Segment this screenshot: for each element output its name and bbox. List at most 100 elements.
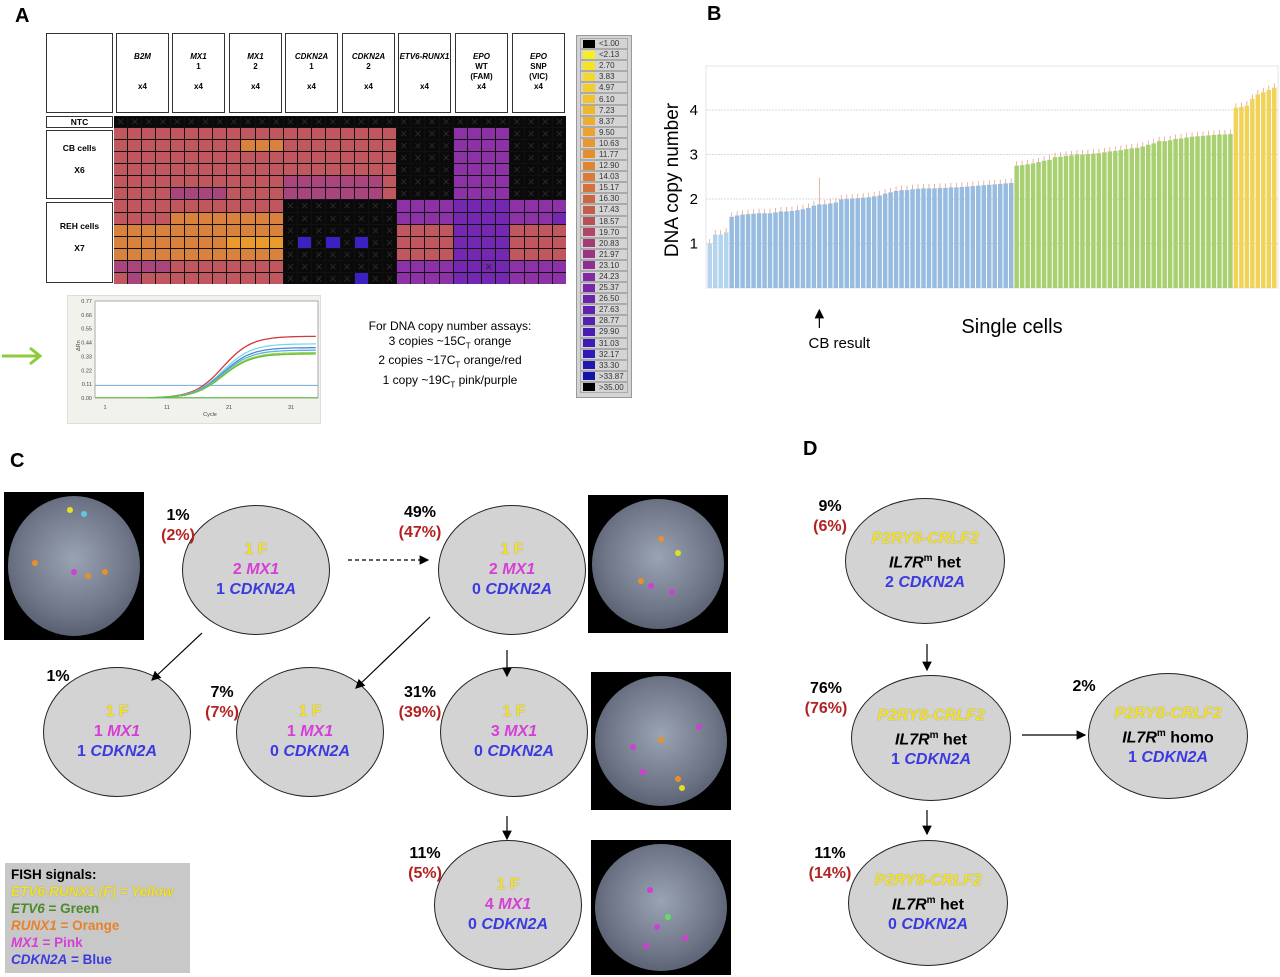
- heatmap-cell: [552, 260, 566, 272]
- heatmap-cell: [198, 212, 213, 224]
- heatmap-cell: [128, 152, 142, 164]
- heatmap-cell: [326, 128, 340, 140]
- percentage: 7% (7%): [192, 683, 252, 723]
- legend-swatch: [583, 217, 595, 226]
- heatmap-cell: [425, 212, 439, 224]
- heatmap-cell: [482, 176, 496, 188]
- heatmap-cell: [496, 236, 510, 248]
- cell-genotype: 1 F 1 MX1 0 CDKN2A: [236, 667, 384, 797]
- x-tick-label: 31: [288, 405, 294, 411]
- heatmap-cell: [411, 236, 425, 248]
- x-axis-label: Cycle: [203, 412, 217, 418]
- heatmap-cell: [510, 272, 524, 284]
- heatmap-cell: [128, 260, 142, 272]
- fusion-count: 1 F: [105, 703, 129, 720]
- heatmap-cell: [354, 272, 368, 284]
- heatmap-cell: [198, 224, 213, 236]
- heatmap-cell: [283, 188, 298, 200]
- heatmap-cell: [368, 176, 382, 188]
- heatmap-cell: [354, 176, 368, 188]
- heatmap-cell: [283, 248, 297, 260]
- heatmap-cell: [227, 200, 241, 212]
- heatmap-cell: [467, 212, 482, 224]
- heatmap-cell: [114, 140, 128, 152]
- legend-label: 3.83: [599, 72, 615, 82]
- heatmap-cell: [496, 164, 510, 176]
- heatmap-cell: [397, 212, 411, 224]
- cell-genotype: P2RY8-CRLF2 IL7Rm het 0 CDKN2A: [848, 840, 1008, 966]
- heatmap-cell: [425, 200, 439, 212]
- heatmap-cell: [453, 224, 467, 236]
- legend-label: 4.97: [599, 83, 615, 93]
- percent-observed: 31%: [403, 684, 437, 701]
- fusion-label: P2RY8-CRLF2: [877, 706, 985, 724]
- heatmap-cell: [538, 128, 552, 139]
- assay-name: EPO: [473, 52, 490, 61]
- cb-count: X6: [74, 165, 85, 175]
- cell-genotype: 1 F 4 MX1 0 CDKN2A: [434, 840, 582, 970]
- il7r-status: IL7Rm het: [894, 729, 968, 749]
- heatmap-cell: [326, 116, 340, 127]
- legend-swatch: [583, 228, 595, 237]
- heatmap-cell: [496, 152, 510, 164]
- heatmap-cell: [142, 164, 156, 176]
- bar: [806, 207, 811, 288]
- reh-count: X7: [74, 243, 85, 253]
- heatmap-cell: [184, 116, 198, 127]
- bar: [1244, 105, 1250, 288]
- fish-yellow: ETV6-RUNX1 (F) = Yellow: [11, 884, 174, 899]
- heatmap-cell: [283, 176, 298, 188]
- legend-entry: 27.63: [580, 304, 628, 316]
- heatmap-cell: [312, 248, 326, 260]
- fusion-count: 1 F: [298, 703, 322, 720]
- fish-orange: RUNX1 = Orange: [11, 918, 120, 933]
- bar: [1129, 148, 1134, 288]
- heatmap-cell: [326, 212, 340, 224]
- legend-label: 7.23: [599, 105, 615, 115]
- heatmap-cell: [198, 128, 213, 140]
- assay-header: EPO WT (FAM) x4: [455, 33, 508, 113]
- y-axis-label: ΔRn: [76, 340, 82, 351]
- heatmap-cell: [425, 140, 439, 151]
- heatmap-cell: [524, 128, 538, 139]
- assay-header: CDKN2A 2 x4: [342, 33, 395, 113]
- heatmap-cell: [496, 260, 510, 272]
- legend-swatch: [583, 383, 595, 392]
- heatmap-cell: [156, 212, 170, 224]
- heatmap-cell: [538, 116, 552, 127]
- heatmap-cell: [467, 200, 482, 212]
- bar: [1019, 165, 1025, 288]
- heatmap-cell: [213, 236, 227, 248]
- heatmap-cell: [552, 152, 566, 163]
- legend-swatch: [583, 172, 595, 181]
- heatmap-cell: [156, 140, 170, 152]
- bar: [1200, 135, 1206, 288]
- assay-sub: 1: [196, 62, 201, 71]
- heatmap-cell: [340, 212, 354, 224]
- heatmap-cell: [156, 164, 170, 176]
- heatmap-cell: [213, 128, 227, 140]
- bar: [1250, 98, 1255, 288]
- legend-swatch: [583, 183, 595, 192]
- heatmap-cell: [467, 128, 482, 140]
- heatmap-cell: [114, 224, 128, 236]
- legend-entry: 18.57: [580, 215, 628, 227]
- heatmap-cell: [241, 248, 255, 260]
- bar: [1178, 138, 1184, 288]
- percentage: 1% (2%): [148, 506, 208, 546]
- heatmap-cell: [439, 176, 453, 188]
- heatmap-cell: [184, 152, 198, 164]
- heatmap-cell: [368, 212, 382, 224]
- note-2-copies: 2 copies ~17CT orange/red: [378, 353, 522, 370]
- heatmap-cell: [312, 164, 326, 176]
- percentage: 9% (6%): [800, 497, 860, 537]
- bar: [1222, 134, 1228, 288]
- legend-entry: 26.50: [580, 293, 628, 305]
- heatmap-cell: [439, 164, 453, 175]
- legend-entry: >33.87: [580, 370, 628, 382]
- x-tick-label: 1: [103, 405, 106, 411]
- heatmap-cell: [114, 152, 128, 164]
- heatmap-cell: [170, 152, 184, 164]
- heatmap-cell: [255, 140, 269, 152]
- heatmap-cell: [382, 260, 396, 272]
